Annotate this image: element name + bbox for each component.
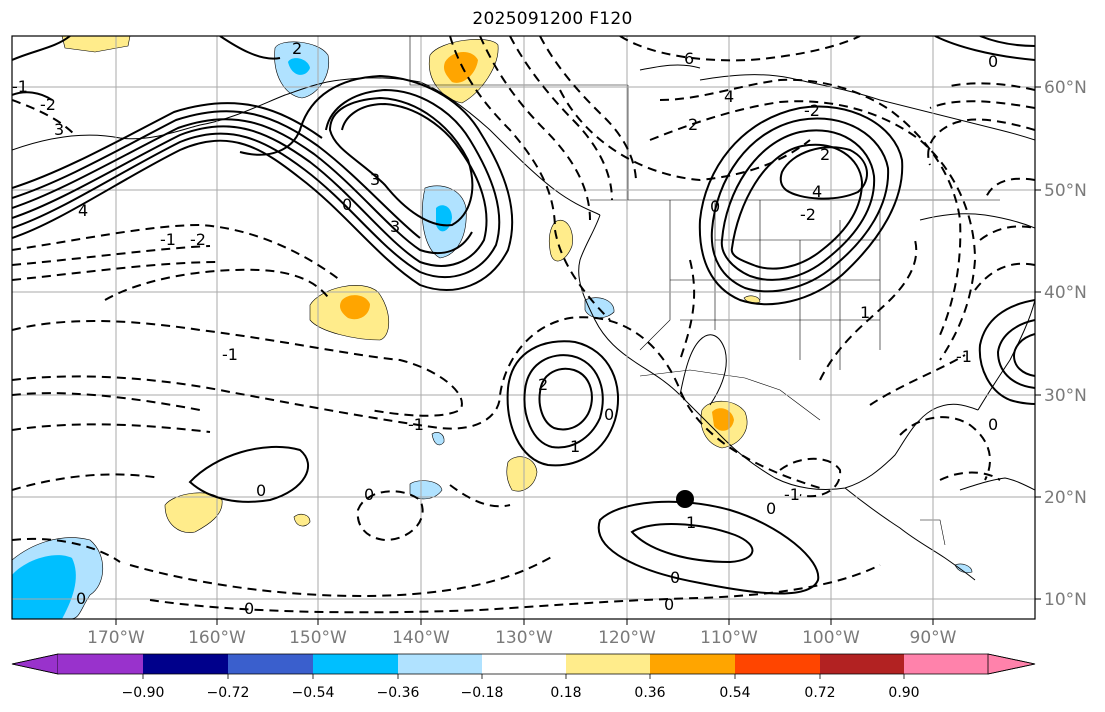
colorbar-tick-label: 0.36 bbox=[634, 685, 665, 701]
contour-label: 4 bbox=[78, 201, 88, 220]
graticule bbox=[12, 36, 1035, 619]
colorbar-segment bbox=[820, 654, 904, 674]
lon-label: 140°W bbox=[392, 628, 450, 648]
map-title: 2025091200 F120 bbox=[472, 9, 633, 29]
borders bbox=[409, 36, 1000, 546]
lat-label: 20°N bbox=[1044, 488, 1087, 508]
lat-label: 30°N bbox=[1044, 386, 1087, 406]
contour-label: -1 bbox=[784, 485, 800, 504]
colorbar-tick-label: −0.36 bbox=[377, 685, 420, 701]
anomaly-shading bbox=[12, 36, 973, 619]
storm-center-marker bbox=[676, 490, 694, 508]
colorbar bbox=[11, 653, 1036, 679]
colorbar-tick-label: 0.72 bbox=[804, 685, 835, 701]
contour-label: 4 bbox=[724, 87, 734, 106]
colorbar-tick-label: −0.54 bbox=[292, 685, 335, 701]
lon-label: 120°W bbox=[598, 628, 656, 648]
lat-label: 60°N bbox=[1044, 78, 1087, 98]
contour-label: 1 bbox=[686, 513, 696, 532]
contour-label: -1 bbox=[956, 347, 972, 366]
colorbar-segment bbox=[904, 654, 988, 674]
colorbar-segment bbox=[143, 654, 228, 674]
colorbar-extend-low bbox=[11, 653, 59, 675]
contour-label: -1 bbox=[160, 230, 176, 249]
colorbar-tick-label: −0.90 bbox=[122, 685, 165, 701]
contour-label: 3 bbox=[370, 170, 380, 189]
contour-label: 6 bbox=[684, 49, 694, 68]
axis-ticks bbox=[115, 86, 1041, 625]
colorbar-segment bbox=[650, 654, 735, 674]
colorbar-segment bbox=[566, 654, 650, 674]
contour-labels: 2 0 6 4 -1 3 -2 4 3 0 3 2 -2 4 -2 0 -1 -… bbox=[12, 39, 998, 618]
colorbar-segment bbox=[58, 654, 143, 674]
longitude-labels: 170°W 160°W 150°W 140°W 130°W 120°W 110°… bbox=[87, 628, 957, 648]
lat-label: 40°N bbox=[1044, 283, 1087, 303]
contour-label: -1 bbox=[222, 345, 238, 364]
lon-label: 90°W bbox=[910, 628, 957, 648]
contour-label: 2 bbox=[292, 39, 302, 58]
colorbar-segment bbox=[398, 654, 482, 674]
contour-label: -2 bbox=[800, 205, 816, 224]
contour-label: 0 bbox=[988, 415, 998, 434]
contour-label: 1 bbox=[860, 303, 870, 322]
coastlines bbox=[12, 64, 1035, 581]
colorbar-ticklabels: −0.90 −0.72 −0.54 −0.36 −0.18 0.18 0.36 … bbox=[122, 685, 920, 701]
colorbar-segment bbox=[735, 654, 820, 674]
contour-label: 0 bbox=[670, 568, 680, 587]
colorbar-tick-label: −0.18 bbox=[461, 685, 504, 701]
lon-label: 110°W bbox=[700, 628, 758, 648]
lon-label: 170°W bbox=[87, 628, 145, 648]
negative-contours bbox=[12, 36, 1035, 614]
contour-label: 0 bbox=[342, 195, 352, 214]
contour-label: 0 bbox=[710, 197, 720, 216]
contour-label: -2 bbox=[804, 101, 820, 120]
colorbar-tick-label: −0.72 bbox=[207, 685, 250, 701]
lat-label: 10°N bbox=[1044, 590, 1087, 610]
contour-label: 2 bbox=[688, 115, 698, 134]
contour-label: 4 bbox=[812, 182, 822, 201]
contour-label: 2 bbox=[538, 375, 548, 394]
contour-label: 0 bbox=[664, 595, 674, 614]
colorbar-tick-label: 0.90 bbox=[888, 685, 919, 701]
colorbar-segment bbox=[228, 654, 313, 674]
contour-label: 0 bbox=[364, 485, 374, 504]
contour-label: 0 bbox=[76, 589, 86, 608]
lon-label: 160°W bbox=[188, 628, 246, 648]
contour-label: 1 bbox=[570, 437, 580, 456]
contour-label: 0 bbox=[604, 405, 614, 424]
contour-label: -1 bbox=[12, 77, 28, 96]
contour-label: -2 bbox=[40, 95, 56, 114]
lat-label: 50°N bbox=[1044, 181, 1087, 201]
contour-label: 0 bbox=[256, 481, 266, 500]
contour-label: 2 bbox=[820, 145, 830, 164]
colorbar-extend-high bbox=[987, 653, 1036, 675]
contour-label: 3 bbox=[54, 120, 64, 139]
colorbar-tick-label: 0.54 bbox=[719, 685, 750, 701]
colorbar-outline bbox=[11, 653, 1036, 675]
lon-label: 130°W bbox=[495, 628, 553, 648]
contour-label: 0 bbox=[244, 599, 254, 618]
contour-label: -2 bbox=[190, 230, 206, 249]
colorbar-segment bbox=[313, 654, 398, 674]
latitude-labels: 60°N 50°N 40°N 30°N 20°N 10°N bbox=[1044, 78, 1087, 610]
colorbar-tick-label: 0.18 bbox=[550, 685, 581, 701]
contour-label: 0 bbox=[988, 52, 998, 71]
contour-label: 0 bbox=[766, 499, 776, 518]
lon-label: 150°W bbox=[289, 628, 347, 648]
lon-label: 100°W bbox=[802, 628, 860, 648]
contour-label: -1 bbox=[408, 415, 424, 434]
contour-label: 3 bbox=[390, 217, 400, 236]
colorbar-segment bbox=[482, 654, 566, 674]
